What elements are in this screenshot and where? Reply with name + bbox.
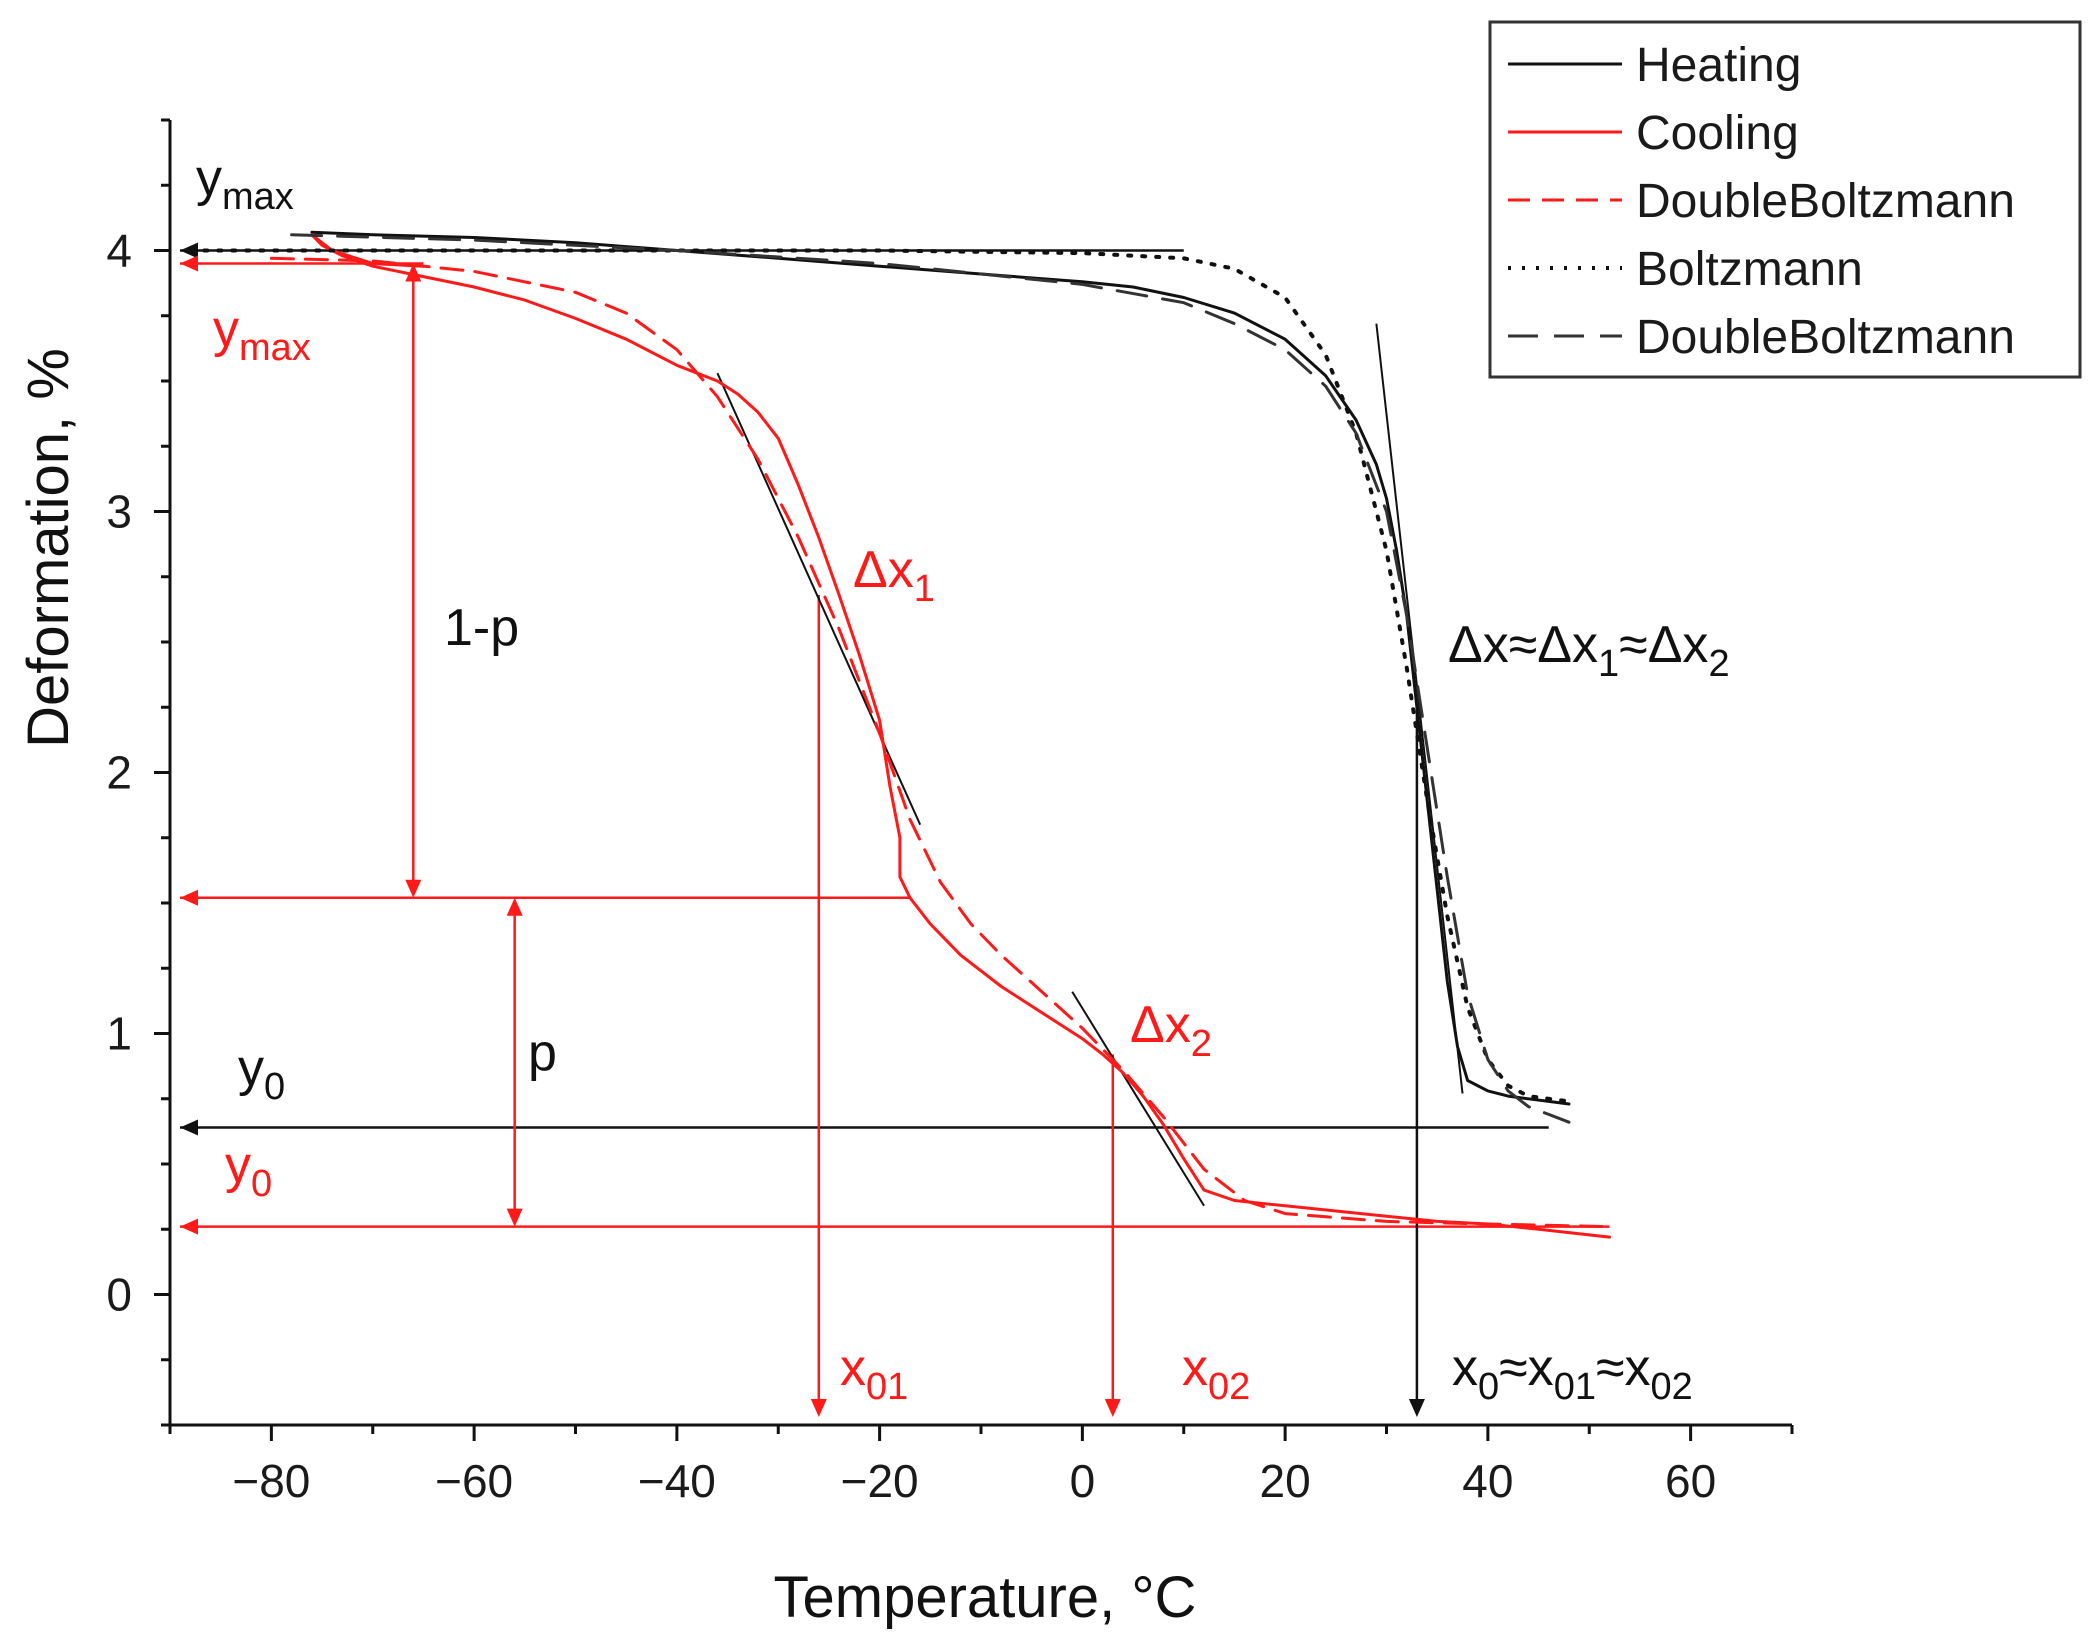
y0-red-arrowhead <box>180 1218 198 1235</box>
y-tick-label: 3 <box>106 486 132 538</box>
tangent-line-3 <box>1375 323 1464 1094</box>
legend-label-2: DoubleBoltzmann <box>1636 175 2015 228</box>
ymax-black-label: ymax <box>196 149 294 218</box>
x-tick-label: −60 <box>435 1455 513 1507</box>
one-minus-p-label: 1-p <box>444 599 519 657</box>
y0-red-label: y0 <box>225 1136 272 1205</box>
dx1-label: Δx1 <box>853 541 935 610</box>
ymax-red-arrowhead <box>180 255 198 272</box>
legend: Heating Cooling DoubleBoltzmann Boltzmann Do… <box>1488 20 2082 379</box>
p-arrowhead-bottom <box>506 1208 523 1227</box>
ymax-red-label: ymax <box>213 300 311 369</box>
x0-equivalence-label: x0≈x01≈x02 <box>1452 1339 1693 1408</box>
x02-arrowhead <box>1104 1399 1121 1417</box>
y-tick-label: 0 <box>106 1269 132 1321</box>
x02-label: x02 <box>1182 1339 1250 1408</box>
y-tick-label: 4 <box>106 225 132 277</box>
y0-black-label: y0 <box>238 1039 285 1108</box>
series-doubleboltzmann-2 <box>269 256 1611 1229</box>
series-doubleboltzmann-4 <box>290 233 1571 1124</box>
x-tick-label: 20 <box>1260 1455 1311 1507</box>
one-minus-p-arrowhead-top <box>405 263 422 282</box>
y-axis-title: Deformation, % <box>16 348 81 748</box>
x-tick-label: 60 <box>1665 1455 1716 1507</box>
annotation-labels: ymax ymax 1-p p y0 y0 Δx1 Δx2 Δx≈Δx1≈Δx2… <box>196 149 1730 1408</box>
series-boltzmann-3 <box>188 248 1571 1104</box>
series-layer <box>188 230 1611 1239</box>
x-tick-label: 0 <box>1070 1455 1096 1507</box>
p-arrowhead-top <box>506 897 523 916</box>
y0-black-arrowhead <box>180 1119 198 1136</box>
x-tick-label: −20 <box>841 1455 919 1507</box>
axes-layer: −80 −60 −40 −20 0 20 40 60 0 1 2 3 4 <box>106 118 1794 1507</box>
dx2-label: Δx2 <box>1130 996 1212 1065</box>
legend-label-0: Heating <box>1636 39 1801 92</box>
legend-label-3: Boltzmann <box>1636 243 1863 296</box>
x-tick-label: −40 <box>638 1455 716 1507</box>
annotation-layer <box>180 242 1610 1417</box>
legend-label-1: Cooling <box>1636 107 1799 160</box>
series-cooling-1 <box>310 233 1611 1239</box>
one-minus-p-arrowhead-bottom <box>405 879 422 898</box>
x01-label: x01 <box>840 1339 908 1408</box>
x01-arrowhead <box>810 1399 827 1417</box>
y-tick-label: 2 <box>106 747 132 799</box>
y-tick-label: 1 <box>106 1008 132 1060</box>
x-tick-label: −80 <box>232 1455 310 1507</box>
x-axis-title: Temperature, °C <box>774 1565 1197 1630</box>
dx-equivalence-label: Δx≈Δx1≈Δx2 <box>1448 616 1730 685</box>
mid-level-arrowhead <box>180 889 198 906</box>
x0-arrowhead <box>1408 1399 1425 1417</box>
p-label: p <box>528 1024 557 1082</box>
x-tick-label: 40 <box>1462 1455 1513 1507</box>
tangent-line-2 <box>1071 991 1205 1207</box>
legend-label-4: DoubleBoltzmann <box>1636 311 2015 364</box>
